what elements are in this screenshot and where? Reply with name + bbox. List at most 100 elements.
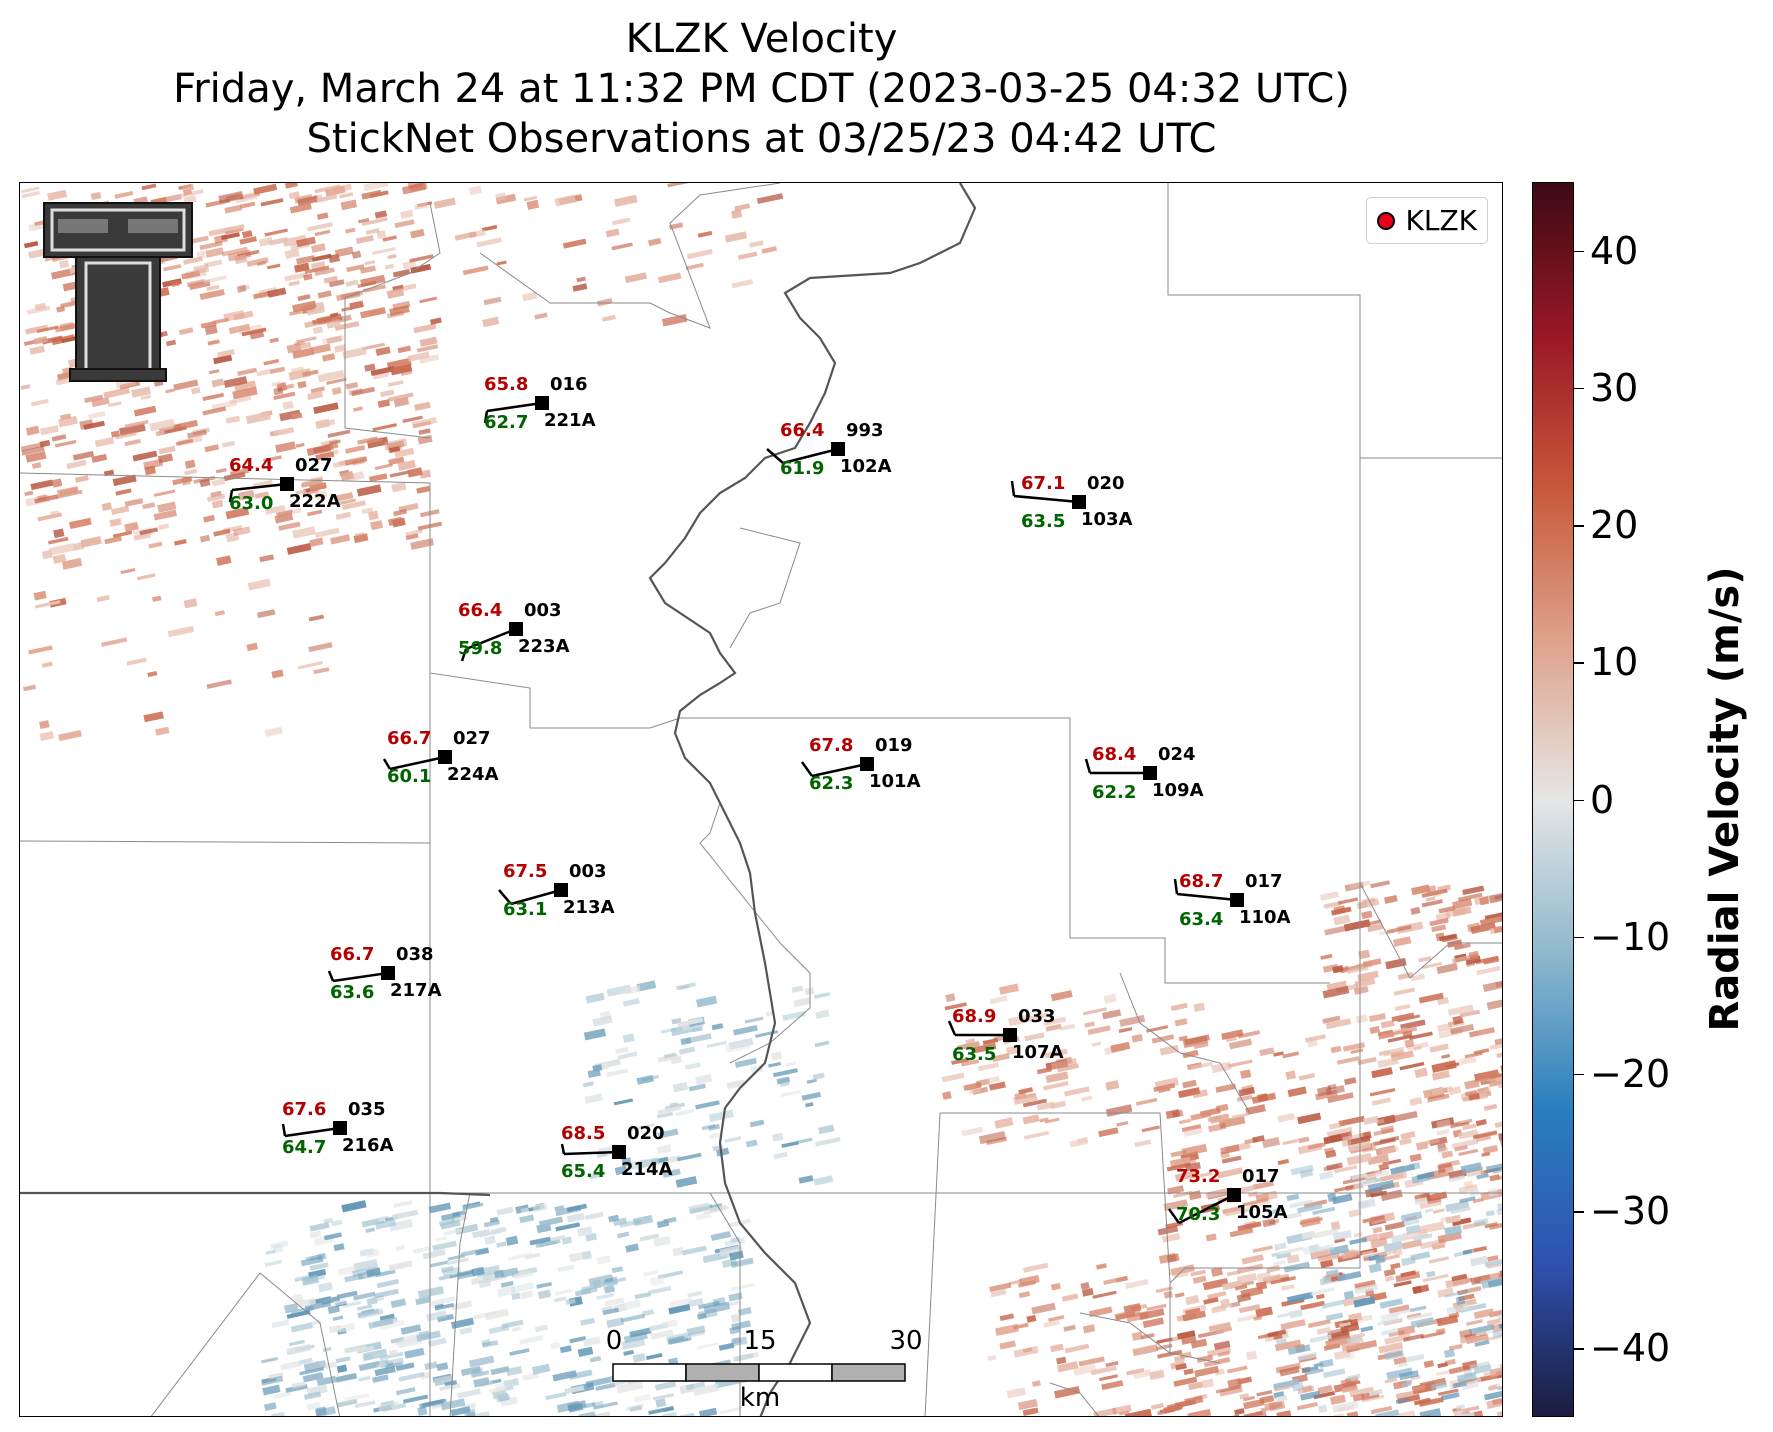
radar-gate bbox=[636, 1074, 654, 1085]
radar-gate bbox=[1347, 1135, 1371, 1146]
wind-barb-flag bbox=[1173, 878, 1179, 895]
radar-gate bbox=[1371, 1097, 1391, 1106]
radar-gate bbox=[1329, 1394, 1346, 1406]
radar-gate bbox=[1409, 1097, 1423, 1106]
radar-map[interactable]: 65.8 016 62.7 221A 64.4 027 63.0 222A 66.4 993 61.… bbox=[19, 182, 1503, 1417]
radar-gate bbox=[1499, 1362, 1502, 1373]
radar-gate bbox=[999, 1313, 1015, 1321]
radar-gate bbox=[557, 1264, 575, 1273]
radar-gate bbox=[1344, 1249, 1360, 1258]
radar-gate bbox=[674, 1412, 696, 1416]
radar-gate bbox=[395, 1387, 416, 1396]
radar-gate bbox=[111, 505, 130, 515]
radar-gate bbox=[583, 1028, 607, 1041]
radar-gate bbox=[488, 1384, 514, 1394]
radar-gate bbox=[388, 516, 403, 527]
radar-gate bbox=[360, 274, 386, 287]
radar-gate bbox=[1437, 1362, 1448, 1369]
radar-gate bbox=[1358, 1339, 1378, 1350]
radar-gate bbox=[664, 1052, 677, 1059]
radar-gate bbox=[438, 1274, 453, 1281]
wind-barb-staff bbox=[563, 1150, 620, 1156]
radar-gate bbox=[387, 380, 404, 387]
radar-gate bbox=[440, 1265, 454, 1273]
radar-gate bbox=[282, 400, 294, 410]
radar-gate bbox=[54, 322, 81, 333]
scale-segment bbox=[612, 1363, 687, 1382]
radar-gate bbox=[1459, 1196, 1476, 1204]
colorbar-tick-label: 30 bbox=[1590, 365, 1639, 410]
radar-gate bbox=[942, 1091, 952, 1100]
radar-gate bbox=[273, 1391, 292, 1400]
radar-gate bbox=[1283, 1211, 1303, 1220]
radar-gate bbox=[1243, 1410, 1263, 1416]
radar-gate bbox=[312, 326, 324, 335]
radar-gate bbox=[394, 447, 415, 458]
radar-gate bbox=[1498, 1131, 1502, 1141]
radar-gate bbox=[29, 345, 46, 355]
radar-gate bbox=[1208, 1321, 1231, 1332]
radar-gate bbox=[1383, 1241, 1403, 1253]
station-probe-id: 217A bbox=[390, 980, 442, 1001]
radar-gate bbox=[650, 1329, 674, 1340]
radar-gate bbox=[358, 1375, 371, 1382]
radar-gate bbox=[247, 578, 271, 591]
radar-gate bbox=[1323, 1368, 1346, 1379]
radar-gate bbox=[685, 1381, 706, 1391]
radar-gate bbox=[374, 1365, 396, 1377]
radar-gate bbox=[1473, 1130, 1498, 1140]
radar-gate bbox=[334, 321, 360, 331]
radar-gate bbox=[470, 1370, 490, 1378]
radar-gate bbox=[313, 402, 339, 414]
radar-gate bbox=[335, 1372, 358, 1383]
radar-gate bbox=[676, 982, 696, 991]
radar-gate bbox=[407, 183, 423, 190]
radar-gate bbox=[1334, 1184, 1355, 1193]
radar-gate bbox=[1473, 1308, 1495, 1319]
radar-gate bbox=[314, 184, 341, 194]
radar-gate bbox=[623, 1349, 635, 1356]
radar-gate bbox=[1131, 1033, 1143, 1043]
radar-gate bbox=[1491, 1321, 1502, 1333]
radar-gate bbox=[211, 499, 224, 509]
radar-gate bbox=[624, 272, 647, 284]
radar-gate bbox=[1287, 1344, 1311, 1356]
radar-gate bbox=[308, 614, 325, 622]
radar-gate bbox=[529, 1236, 551, 1246]
radar-gate bbox=[945, 993, 956, 1003]
radar-gate bbox=[1377, 1318, 1400, 1326]
radar-gate bbox=[1371, 1067, 1393, 1079]
radar-gate bbox=[1211, 1061, 1232, 1074]
radar-gate bbox=[1462, 885, 1485, 896]
radar-gate bbox=[203, 275, 227, 284]
radar-gate bbox=[1078, 1356, 1105, 1367]
radar-gate bbox=[376, 1362, 388, 1369]
radar-gate bbox=[1472, 1197, 1484, 1204]
radar-gate bbox=[1402, 1219, 1420, 1227]
radar-gate bbox=[336, 498, 357, 506]
radar-gate bbox=[604, 1297, 625, 1307]
radar-gate bbox=[349, 300, 364, 310]
station-pressure-id: 003 bbox=[569, 861, 607, 882]
radar-gate bbox=[1076, 1136, 1089, 1144]
radar-gate bbox=[812, 1072, 825, 1080]
radar-gate bbox=[333, 183, 352, 194]
radar-gate bbox=[1388, 1330, 1406, 1338]
station-pressure-id: 016 bbox=[550, 374, 588, 395]
